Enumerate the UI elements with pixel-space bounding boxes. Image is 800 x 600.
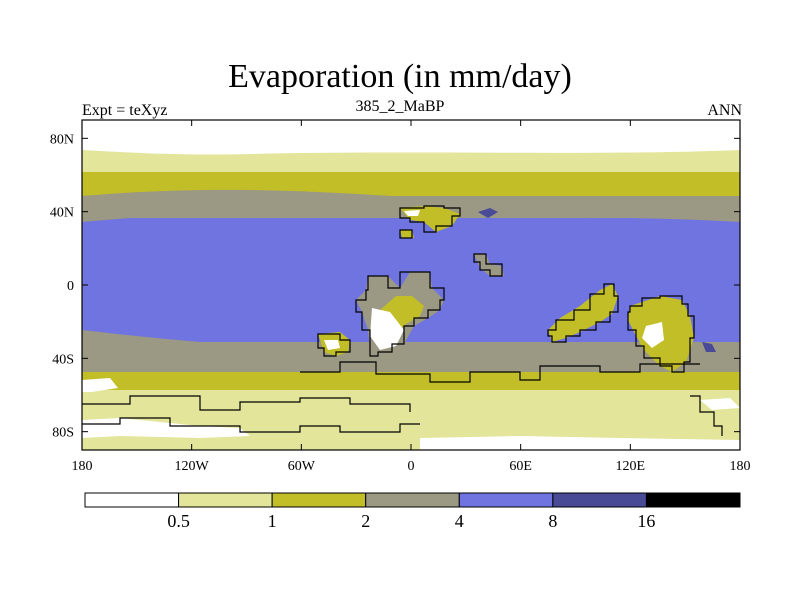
colorbar-label: 0.5	[167, 511, 190, 531]
y-tick-label: 40N	[50, 206, 74, 221]
band-south-mid	[82, 370, 740, 392]
north-gray-edge	[82, 189, 740, 222]
x-tick-label: 60W	[288, 459, 316, 474]
colorbar-swatch	[552, 492, 647, 508]
experiment-label: Expt = teXyz	[82, 102, 168, 119]
south-america-desert	[324, 340, 340, 350]
x-tick-label: 120E	[616, 459, 646, 474]
antarctic-white-1	[82, 418, 250, 438]
europe-desert	[404, 210, 420, 216]
australia-dark-patch	[702, 342, 716, 352]
band-north-low	[82, 152, 740, 172]
antarctic-white-2	[420, 436, 740, 450]
y-tick-label: 80N	[50, 132, 74, 147]
x-tick-label: 180	[72, 459, 93, 474]
africa-desert	[370, 308, 404, 350]
coast-south-america	[317, 333, 351, 357]
coast-australia	[627, 295, 695, 373]
coast-africa	[355, 271, 445, 357]
y-tick-label: 40S	[52, 352, 74, 367]
colorbar-swatch	[645, 492, 741, 508]
period-label: 385_2_MaBP	[355, 98, 445, 115]
coastlines	[82, 205, 723, 436]
coast-south-ocean-4	[690, 395, 723, 436]
x-tick-label: 0	[408, 459, 415, 474]
map-title: Evaporation (in mm/day)	[228, 58, 572, 95]
season-label: ANN	[707, 102, 742, 119]
coast-island1	[473, 253, 503, 277]
x-axis-ticks: 180 120W 60W 0 60E 120E 180	[72, 120, 751, 474]
coast-island2	[399, 229, 413, 239]
evaporation-field	[82, 120, 740, 450]
antarctic-white-4	[700, 398, 740, 410]
asia-arc-landmass	[548, 284, 618, 342]
island-gray	[474, 254, 504, 276]
colorbar-label: 8	[548, 511, 557, 531]
colorbar-label: 1	[268, 511, 277, 531]
coast-south-ocean-3	[82, 417, 420, 433]
colorbar-label: 4	[455, 511, 464, 531]
colorbar-label: 2	[361, 511, 370, 531]
colorbar-swatch	[178, 492, 273, 508]
y-tick-label: 0	[67, 279, 74, 294]
coast-south-ocean-1	[300, 361, 700, 383]
colorbar-label: 16	[637, 511, 655, 531]
colorbar-swatch	[365, 492, 460, 508]
south-gray-edge	[82, 330, 740, 372]
island-yellow	[400, 230, 414, 238]
australia-desert	[642, 322, 664, 348]
y-axis-ticks: 80N 40N 0 40S 80S	[50, 132, 740, 441]
coast-south-ocean-2	[82, 395, 411, 412]
antarctic-white-3	[82, 378, 118, 392]
colorbar-swatch	[84, 492, 180, 508]
x-tick-label: 180	[730, 459, 751, 474]
y-tick-label: 80S	[52, 426, 74, 441]
colorbar-swatch	[271, 492, 367, 508]
x-tick-label: 60E	[509, 459, 532, 474]
coast-asia-arc	[547, 283, 619, 343]
x-tick-label: 120W	[175, 459, 210, 474]
arctic-white	[82, 120, 740, 155]
colorbar: 0.5 1 2 4 8 16	[84, 492, 741, 531]
coast-europe	[399, 205, 461, 233]
colorbar-swatch	[458, 492, 554, 508]
eurasia-dark-patch	[478, 208, 498, 218]
